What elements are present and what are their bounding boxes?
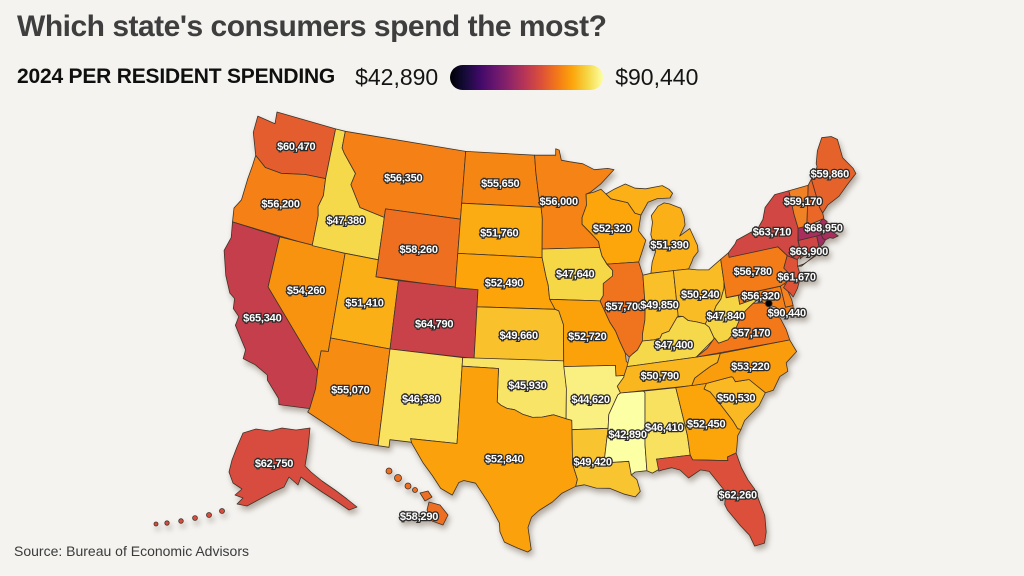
state-label-OH: $50,240 bbox=[681, 289, 719, 301]
state-label-IN: $49,850 bbox=[640, 300, 678, 312]
state-label-CO: $64,790 bbox=[415, 319, 453, 331]
state-label-HI: $58,290 bbox=[400, 511, 438, 523]
state-HI-island bbox=[394, 474, 402, 482]
state-label-CT: $63,900 bbox=[790, 246, 828, 258]
state-label-IL: $57,700 bbox=[605, 301, 643, 313]
state-VT bbox=[788, 184, 809, 229]
state-label-NE: $52,490 bbox=[485, 277, 523, 289]
state-HI bbox=[426, 501, 449, 526]
legend: 2024 PER RESIDENT SPENDING $42,890 $90,4… bbox=[17, 62, 698, 92]
state-label-OR: $56,200 bbox=[261, 198, 299, 210]
state-FL bbox=[656, 452, 767, 547]
state-label-MI: $51,390 bbox=[650, 239, 688, 251]
state-label-ND: $55,650 bbox=[481, 178, 519, 190]
state-label-SD: $51,760 bbox=[480, 227, 518, 239]
chart-subtitle: 2024 PER RESIDENT SPENDING bbox=[17, 65, 336, 88]
state-label-NJ: $61,670 bbox=[777, 271, 815, 283]
state-label-LA: $49,420 bbox=[573, 457, 611, 469]
state-HI-island bbox=[412, 487, 418, 493]
state-label-ME: $59,860 bbox=[811, 168, 849, 180]
state-MI bbox=[605, 183, 699, 274]
state-label-IA: $47,640 bbox=[556, 269, 594, 281]
state-AK-island bbox=[178, 518, 184, 524]
state-label-AR: $44,620 bbox=[571, 394, 609, 406]
state-label-WY: $58,260 bbox=[399, 244, 437, 256]
state-label-MO: $52,720 bbox=[568, 331, 606, 343]
legend-max-value: $90,440 bbox=[615, 63, 699, 90]
state-label-GA: $52,450 bbox=[687, 418, 725, 430]
state-label-AL: $46,410 bbox=[645, 422, 683, 434]
state-label-SC: $50,530 bbox=[717, 393, 755, 405]
state-label-WI: $52,320 bbox=[593, 223, 631, 235]
state-label-UT: $51,410 bbox=[345, 298, 383, 310]
us-choropleth-map: $60,470 $56,200 $65,340 $54,260 $47,380 $56,3… bbox=[153, 111, 857, 553]
state-AK bbox=[228, 427, 358, 511]
state-label-TX: $52,840 bbox=[485, 453, 523, 465]
state-label-NY: $63,710 bbox=[753, 226, 791, 238]
state-label-AZ: $55,070 bbox=[331, 384, 369, 396]
state-label-VA: $57,170 bbox=[732, 328, 770, 340]
page-title: Which state's consumers spend the most? bbox=[17, 10, 607, 43]
state-label-CA: $65,340 bbox=[243, 312, 281, 324]
state-AK-island bbox=[164, 520, 170, 526]
state-HI-island bbox=[385, 467, 393, 475]
state-label-MS: $42,890 bbox=[608, 429, 646, 441]
state-label-FL: $62,260 bbox=[719, 490, 757, 502]
state-AK-island bbox=[192, 515, 198, 521]
state-label-TN: $50,790 bbox=[641, 371, 679, 383]
state-label-PA: $56,780 bbox=[734, 266, 772, 278]
state-label-KY: $47,400 bbox=[655, 340, 693, 352]
state-label-WA: $60,470 bbox=[277, 141, 315, 153]
state-DC bbox=[764, 299, 773, 308]
state-label-AK: $62,750 bbox=[255, 458, 293, 470]
state-label-NV: $54,260 bbox=[287, 285, 325, 297]
state-label-MA: $68,950 bbox=[804, 223, 842, 235]
state-label-MN: $56,000 bbox=[540, 196, 578, 208]
state-ME bbox=[811, 136, 857, 214]
state-label-MD: $56,320 bbox=[741, 291, 779, 303]
state-TX bbox=[410, 365, 578, 553]
state-label-OK: $45,930 bbox=[508, 380, 546, 392]
state-label-NC: $53,220 bbox=[731, 361, 769, 373]
state-label-KS: $49,660 bbox=[500, 330, 538, 342]
state-label-NH: $59,170 bbox=[784, 196, 822, 208]
state-KY bbox=[626, 316, 715, 367]
state-HI-island bbox=[404, 482, 412, 490]
state-NC bbox=[691, 339, 797, 394]
state-MA bbox=[797, 218, 839, 241]
state-NJ bbox=[783, 255, 800, 298]
state-AK-island bbox=[206, 512, 212, 518]
state-label-WV: $47,840 bbox=[706, 311, 744, 323]
state-label-MT: $56,350 bbox=[384, 172, 422, 184]
state-HI bbox=[419, 490, 433, 502]
state-label-NM: $46,380 bbox=[402, 393, 440, 405]
legend-gradient bbox=[450, 64, 604, 90]
state-AK-island bbox=[153, 521, 159, 527]
legend-min-value: $42,890 bbox=[355, 63, 439, 90]
source-note: Source: Bureau of Economic Advisors bbox=[14, 543, 250, 559]
state-label-ID: $47,380 bbox=[327, 215, 365, 227]
nation-group: $60,470 $56,200 $65,340 $54,260 $47,380 $56,3… bbox=[153, 111, 857, 553]
state-AK-island bbox=[219, 508, 225, 514]
state-label-DC: $90,440 bbox=[768, 307, 806, 319]
